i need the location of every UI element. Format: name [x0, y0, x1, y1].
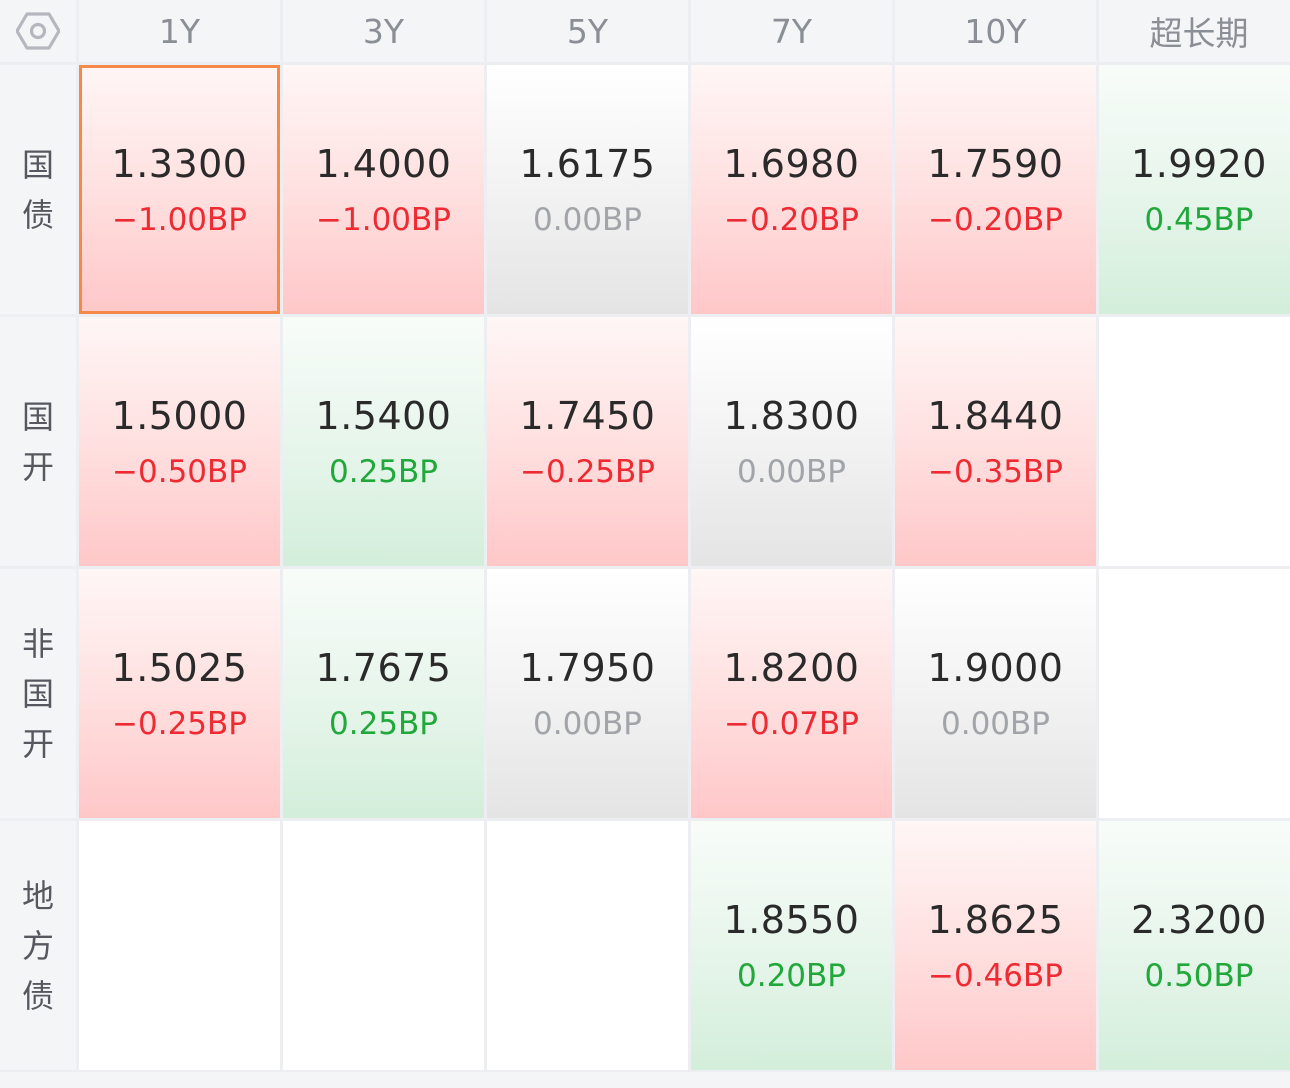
col-header-5y[interactable]: 5Y: [487, 0, 688, 62]
yield-change: −0.50BP: [112, 453, 247, 490]
cell-local-gov-10y[interactable]: 1.8625 −0.46BP: [895, 821, 1096, 1070]
cell-non-cdb-policy-10y[interactable]: 1.9000 0.00BP: [895, 569, 1096, 818]
yield-change: −0.07BP: [724, 705, 859, 742]
cell-local-gov-3y-empty: [283, 821, 484, 1070]
yield-value: 1.8300: [723, 393, 860, 438]
cell-non-cdb-policy-ultra-long-empty: [1099, 569, 1290, 818]
yield-change: −0.25BP: [520, 453, 655, 490]
yield-change: 0.00BP: [533, 201, 642, 238]
yield-change: 0.50BP: [1144, 957, 1254, 994]
cell-cdb-5y[interactable]: 1.7450 −0.25BP: [487, 317, 688, 566]
cell-non-cdb-policy-3y[interactable]: 1.7675 0.25BP: [283, 569, 484, 818]
yield-value: 1.5025: [111, 645, 248, 690]
yield-change: 0.25BP: [329, 453, 438, 490]
row-header-char: 国: [21, 674, 54, 713]
yield-change: −0.20BP: [928, 201, 1063, 238]
col-header-ultra-long[interactable]: 超长期: [1099, 0, 1290, 62]
row-header-char: 国: [21, 397, 54, 436]
cell-treasury-10y[interactable]: 1.7590 −0.20BP: [895, 65, 1096, 314]
row-header-char: 地: [21, 876, 54, 915]
cell-cdb-ultra-long-empty: [1099, 317, 1290, 566]
cell-treasury-1y[interactable]: 1.3300 −1.00BP: [79, 65, 280, 314]
cell-cdb-3y[interactable]: 1.5400 0.25BP: [283, 317, 484, 566]
row-header-char: 开: [21, 447, 54, 486]
yield-value: 1.9000: [927, 645, 1064, 690]
yield-value: 1.7950: [519, 645, 656, 690]
row-header-treasury[interactable]: 国债: [0, 65, 76, 314]
cell-cdb-10y[interactable]: 1.8440 −0.35BP: [895, 317, 1096, 566]
bottom-strip: [0, 1072, 1290, 1088]
yield-change: −1.00BP: [112, 201, 247, 238]
yield-value: 2.3200: [1131, 897, 1267, 942]
row-header-char: 债: [21, 195, 54, 234]
yield-change: −0.35BP: [928, 453, 1063, 490]
col-header-7y[interactable]: 7Y: [691, 0, 892, 62]
yield-value: 1.8440: [927, 393, 1064, 438]
yield-change: −0.20BP: [724, 201, 859, 238]
yield-value: 1.8550: [723, 897, 860, 942]
yield-change: 0.25BP: [329, 705, 438, 742]
row-header-cdb[interactable]: 国开: [0, 317, 76, 566]
yield-value: 1.4000: [315, 141, 452, 186]
yield-value: 1.5000: [111, 393, 248, 438]
yield-value: 1.7450: [519, 393, 656, 438]
yield-change: −0.25BP: [112, 705, 247, 742]
cell-treasury-5y[interactable]: 1.6175 0.00BP: [487, 65, 688, 314]
yield-change: 0.00BP: [941, 705, 1050, 742]
yield-change: −0.46BP: [928, 957, 1063, 994]
yield-change: 0.20BP: [737, 957, 846, 994]
row-header-char: 债: [21, 976, 54, 1015]
settings-hexagon-icon[interactable]: [16, 9, 60, 53]
row-header-local-gov[interactable]: 地方债: [0, 821, 76, 1070]
yield-value: 1.6175: [519, 141, 656, 186]
cell-cdb-7y[interactable]: 1.8300 0.00BP: [691, 317, 892, 566]
row-header-char: 非: [21, 624, 54, 663]
yield-change: 0.45BP: [1144, 201, 1254, 238]
col-header-10y[interactable]: 10Y: [895, 0, 1096, 62]
col-header-3y[interactable]: 3Y: [283, 0, 484, 62]
cell-non-cdb-policy-1y[interactable]: 1.5025 −0.25BP: [79, 569, 280, 818]
yield-change: 0.00BP: [533, 705, 642, 742]
yield-value: 1.8625: [927, 897, 1064, 942]
yield-value: 1.7590: [927, 141, 1064, 186]
row-header-char: 国: [21, 145, 54, 184]
cell-local-gov-1y-empty: [79, 821, 280, 1070]
row-header-char: 方: [21, 926, 54, 965]
yield-value: 1.9920: [1131, 141, 1267, 186]
yield-value: 1.6980: [723, 141, 860, 186]
cell-local-gov-ultra-long[interactable]: 2.3200 0.50BP: [1099, 821, 1290, 1070]
yield-value: 1.5400: [315, 393, 452, 438]
cell-non-cdb-policy-5y[interactable]: 1.7950 0.00BP: [487, 569, 688, 818]
corner-cell[interactable]: [0, 0, 76, 62]
yield-value: 1.7675: [315, 645, 452, 690]
yield-change: 0.00BP: [737, 453, 846, 490]
row-header-char: 开: [21, 724, 54, 763]
yield-value: 1.3300: [111, 141, 248, 186]
cell-local-gov-7y[interactable]: 1.8550 0.20BP: [691, 821, 892, 1070]
cell-non-cdb-policy-7y[interactable]: 1.8200 −0.07BP: [691, 569, 892, 818]
col-header-1y[interactable]: 1Y: [79, 0, 280, 62]
row-header-non-cdb-policy[interactable]: 非国开: [0, 569, 76, 818]
cell-cdb-1y[interactable]: 1.5000 −0.50BP: [79, 317, 280, 566]
cell-treasury-7y[interactable]: 1.6980 −0.20BP: [691, 65, 892, 314]
cell-treasury-3y[interactable]: 1.4000 −1.00BP: [283, 65, 484, 314]
cell-treasury-ultra-long[interactable]: 1.9920 0.45BP: [1099, 65, 1290, 314]
yield-value: 1.8200: [723, 645, 860, 690]
yield-change: −1.00BP: [316, 201, 451, 238]
cell-local-gov-5y-empty: [487, 821, 688, 1070]
